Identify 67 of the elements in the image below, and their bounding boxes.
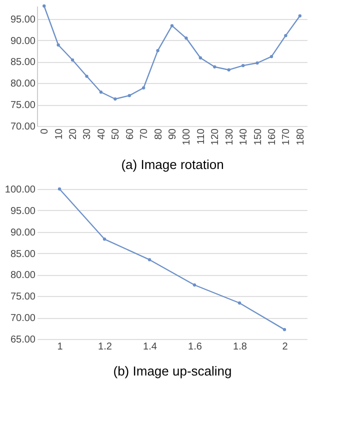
- x-tick-label: 70: [139, 128, 150, 140]
- y-tick-label: 70.00: [10, 122, 36, 132]
- x-tick-label: 1: [57, 342, 64, 352]
- x-tick-label: 90: [168, 128, 178, 140]
- y-tick-label: 70.00: [10, 313, 36, 324]
- point: [70, 58, 74, 62]
- x-tick-label: 120: [210, 128, 222, 146]
- point: [241, 64, 245, 68]
- point: [85, 74, 88, 78]
- point: [42, 4, 46, 8]
- point: [56, 43, 60, 47]
- y-tick-label: 90.00: [10, 227, 36, 238]
- point: [148, 258, 152, 262]
- y-tick-label: 85.00: [10, 248, 36, 260]
- x-tick-label: 40: [96, 128, 108, 140]
- point: [99, 90, 103, 94]
- x-tick-label: 100: [182, 128, 193, 146]
- y-tick-label: 85.00: [10, 57, 36, 68]
- point: [298, 14, 302, 18]
- x-tick-label: 160: [266, 128, 278, 146]
- line-series: [58, 187, 286, 332]
- x-tick-label: 110: [196, 128, 207, 144]
- x-tick-label: 80: [153, 128, 164, 140]
- x-tick-label: 140: [238, 128, 250, 146]
- point: [58, 187, 62, 191]
- x-tick-label: 180: [295, 128, 306, 146]
- x-tick-label: 0: [40, 128, 51, 134]
- point: [270, 54, 274, 58]
- point: [238, 301, 242, 305]
- point: [184, 36, 188, 40]
- x-axis-title: (a) Image rotation: [121, 157, 224, 172]
- y-tick-label: 75.00: [10, 100, 36, 112]
- x-tick-label: 1.8: [233, 342, 248, 352]
- x-tick-label: 30: [82, 128, 94, 140]
- point: [256, 61, 259, 65]
- point: [227, 68, 230, 72]
- point: [170, 24, 174, 28]
- point: [213, 65, 216, 68]
- x-tick-label: 130: [224, 128, 236, 146]
- point: [156, 48, 160, 52]
- point: [198, 56, 202, 60]
- y-tick-label: 80.00: [10, 78, 36, 90]
- y-tick-label: 90.00: [10, 36, 36, 47]
- point: [192, 283, 196, 287]
- x-tick-label: 50: [110, 128, 122, 140]
- y-tick-label: 75.00: [10, 292, 36, 303]
- x-tick-label: 20: [68, 128, 80, 140]
- x-tick-label: 150: [252, 128, 264, 146]
- point: [102, 238, 106, 241]
- y-tick-label: 95.00: [10, 14, 36, 26]
- y-tick-label: 95.00: [10, 206, 36, 217]
- y-tick-label: 65.00: [10, 334, 36, 346]
- x-tick-label: 170: [281, 128, 292, 146]
- x-tick-label: 10: [54, 128, 65, 140]
- x-tick-label: 1.2: [98, 342, 112, 352]
- y-tick-label: 100.00: [4, 184, 36, 196]
- x-axis-title: (b) Image up-scaling: [113, 364, 232, 378]
- x-tick-label: 1.4: [143, 342, 158, 352]
- x-tick-label: 2: [282, 342, 288, 352]
- point: [284, 34, 288, 38]
- y-tick-label: 80.00: [10, 270, 36, 282]
- point: [282, 328, 286, 332]
- point: [128, 94, 131, 98]
- x-tick-label: 60: [124, 128, 136, 140]
- x-tick-label: 1.6: [188, 342, 202, 352]
- point: [114, 97, 117, 101]
- point: [142, 86, 146, 90]
